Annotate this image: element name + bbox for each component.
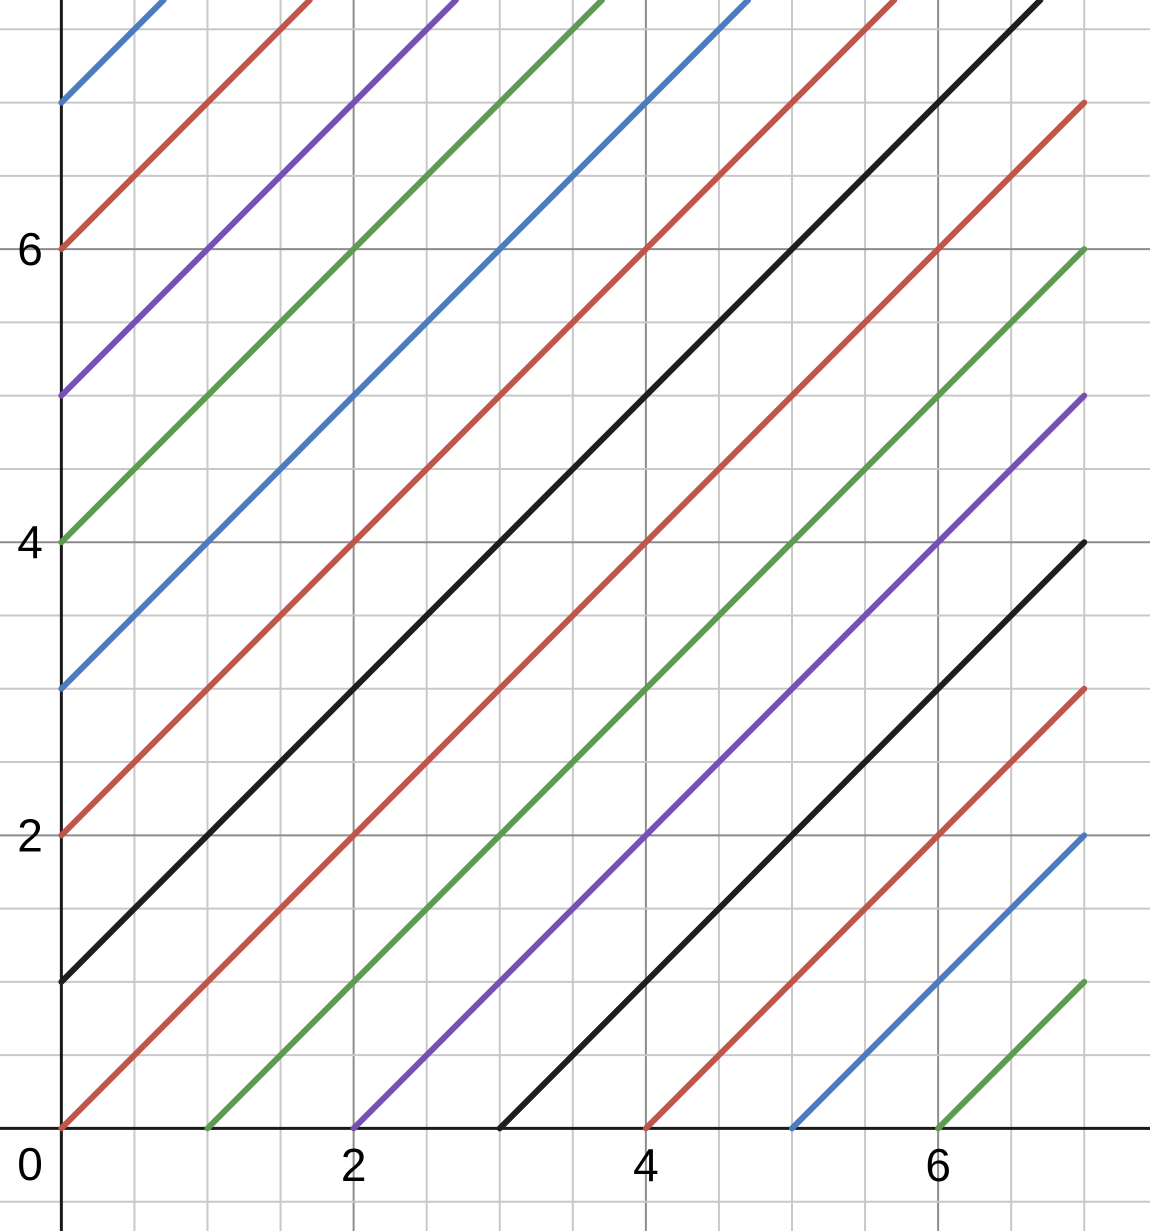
series-line bbox=[935, 978, 1088, 1132]
series-line bbox=[642, 685, 1088, 1132]
series-12 bbox=[642, 685, 1088, 1132]
series-line bbox=[58, 99, 1088, 1132]
series-8 bbox=[58, 99, 1088, 1132]
series-3 bbox=[58, 0, 459, 399]
x-tick-label: 4 bbox=[633, 1139, 659, 1191]
series-14 bbox=[935, 978, 1088, 1132]
origin-label: 0 bbox=[17, 1138, 43, 1190]
series-line bbox=[204, 246, 1088, 1132]
series-6 bbox=[58, 0, 898, 839]
series-13 bbox=[788, 832, 1088, 1132]
series-line bbox=[496, 539, 1088, 1132]
x-tick-label: 2 bbox=[341, 1139, 367, 1191]
series-2 bbox=[58, 0, 313, 253]
x-tick-label: 6 bbox=[925, 1139, 951, 1191]
series-4 bbox=[58, 0, 606, 546]
series-line bbox=[350, 392, 1088, 1132]
series-line bbox=[58, 0, 313, 253]
series-line bbox=[58, 0, 167, 106]
series-11 bbox=[496, 539, 1088, 1132]
series-5 bbox=[58, 0, 752, 692]
series-line bbox=[58, 0, 459, 399]
series-7 bbox=[58, 0, 1044, 985]
series-9 bbox=[204, 246, 1088, 1132]
series-line bbox=[788, 832, 1088, 1132]
series-line bbox=[58, 0, 1044, 985]
series-10 bbox=[350, 392, 1088, 1132]
series-line bbox=[58, 0, 752, 692]
y-tick-label: 2 bbox=[17, 809, 43, 861]
y-tick-label: 6 bbox=[17, 223, 43, 275]
series-line bbox=[58, 0, 606, 546]
series bbox=[58, 0, 1088, 1132]
series-1 bbox=[58, 0, 167, 106]
y-tick-label: 4 bbox=[17, 516, 43, 568]
series-line bbox=[58, 0, 898, 839]
tick-labels: 0 2 4 6 2 4 6 bbox=[17, 223, 951, 1191]
